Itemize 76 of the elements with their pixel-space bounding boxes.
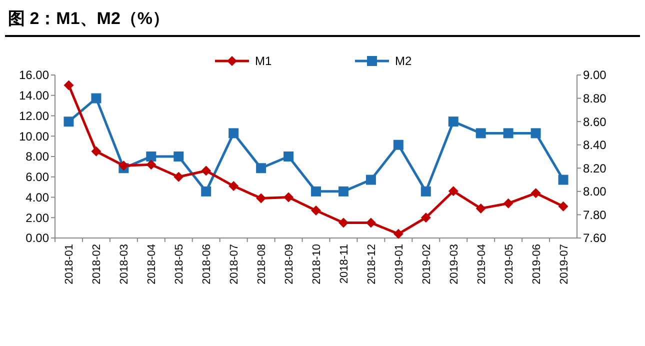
point (146, 152, 156, 162)
point (91, 93, 102, 104)
point (284, 152, 294, 162)
y2-tick-label: 7.80 (583, 208, 607, 222)
point (146, 160, 156, 170)
y2-tick-label: 8.00 (583, 184, 607, 199)
point (448, 186, 458, 196)
y-tick-label: 12.00 (18, 108, 50, 123)
y2-tick-label: 8.80 (583, 91, 607, 106)
chart-title: 图 2：M1、M2（%） (8, 9, 170, 28)
point (256, 163, 266, 174)
x-tick-label: 2018-07 (228, 244, 241, 284)
point (91, 146, 102, 156)
y-tick-label: 0.00 (26, 231, 50, 246)
point (338, 218, 348, 228)
point (174, 172, 184, 182)
y-tick-label: 4.00 (26, 190, 50, 204)
x-tick-label: 2018-01 (64, 244, 76, 284)
x-tick-label: 2018-05 (174, 244, 186, 284)
point (201, 166, 212, 176)
y-tick-label: 16.00 (18, 68, 50, 82)
y2-tick-label: 8.20 (583, 161, 607, 176)
point (420, 186, 431, 196)
point (338, 186, 348, 196)
point (311, 186, 321, 196)
point (174, 152, 184, 162)
legend-label: M1 (255, 54, 272, 68)
point (530, 128, 541, 138)
x-tick-label: 2019-05 (503, 244, 516, 284)
x-tick-label: 2018-02 (91, 244, 104, 284)
y2-tick-label: 8.40 (583, 138, 607, 152)
x-tick-label: 2018-10 (311, 244, 323, 284)
x-tick-label: 2019-04 (476, 244, 488, 284)
x-tick-label: 2018-03 (118, 244, 131, 284)
point (476, 203, 486, 214)
point (284, 192, 294, 202)
y2-tick-label: 7.60 (583, 231, 607, 246)
point (366, 174, 376, 185)
y-tick-label: 8.00 (26, 150, 50, 164)
point (420, 212, 431, 223)
point (228, 181, 239, 192)
y-tick-label: 2.00 (26, 210, 50, 225)
point (393, 140, 404, 150)
point (118, 160, 129, 171)
x-tick-label: 2019-03 (448, 244, 460, 284)
point (530, 188, 541, 198)
point (256, 193, 266, 204)
x-tick-label: 2019-02 (420, 244, 433, 284)
legend-label: M2 (395, 54, 412, 68)
x-tick-label: 2018-11 (338, 244, 350, 284)
x-tick-label: 2018-06 (201, 244, 214, 284)
point (558, 174, 568, 185)
x-tick-label: 2018-12 (366, 244, 378, 284)
point (476, 128, 486, 138)
x-tick-label: 2019-07 (558, 244, 570, 284)
y-tick-label: 14.00 (18, 88, 50, 103)
x-tick-label: 2018-04 (146, 244, 158, 284)
point (503, 198, 514, 208)
point (64, 80, 74, 90)
point (448, 116, 458, 127)
x-tick-label: 2018-08 (256, 244, 268, 284)
x-tick-label: 2018-09 (284, 244, 296, 284)
y2-tick-label: 9.00 (583, 68, 607, 82)
x-tick-label: 2019-01 (393, 244, 406, 284)
point (503, 128, 514, 138)
x-tick-label: 2019-06 (530, 244, 543, 284)
y-tick-label: 10.00 (18, 129, 50, 144)
point (228, 128, 239, 138)
point (558, 201, 568, 212)
point (201, 186, 212, 196)
point (393, 228, 404, 239)
point (311, 205, 321, 216)
point (366, 218, 376, 228)
y2-tick-label: 8.60 (583, 114, 607, 129)
point (64, 116, 74, 127)
y-tick-label: 6.00 (26, 170, 50, 184)
